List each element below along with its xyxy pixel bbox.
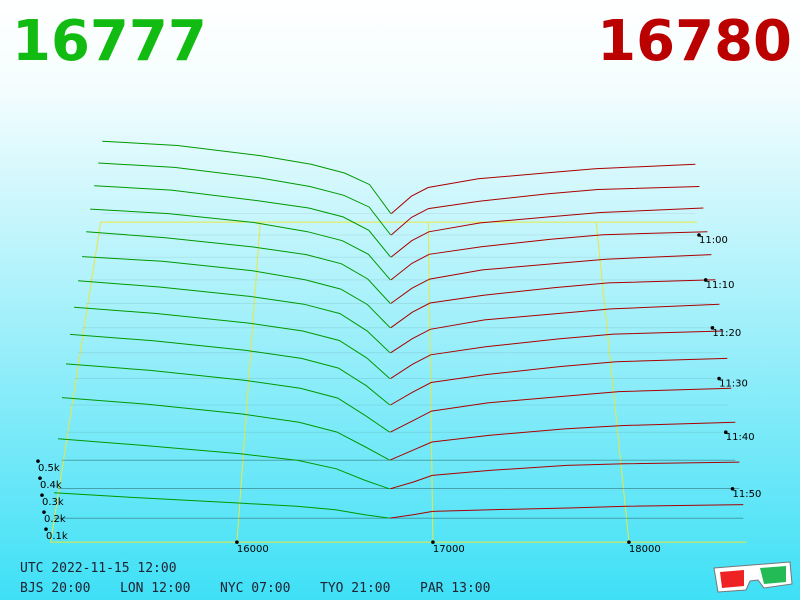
bid-depth-line: [74, 306, 391, 379]
plot: 16000 17000 18000 11:00 11:10 11:20 11:30 11:40…: [36, 140, 761, 555]
x-tick-label: 18000: [629, 544, 661, 555]
time-tick-mark: [717, 376, 721, 381]
zone-time: PAR 13:00: [420, 581, 490, 596]
bid-depth-line: [98, 162, 392, 236]
bid-depth-line: [65, 363, 390, 433]
ask-depth-line: [390, 303, 720, 354]
time-tick-label: 11:40: [726, 432, 755, 443]
bid-depth-line: [78, 280, 391, 354]
bid-depth-line: [57, 438, 390, 490]
ask-depth-line: [389, 504, 744, 519]
x-tick-mark: [627, 540, 631, 544]
bid-depth-line: [86, 231, 391, 304]
ask-depth-line: [390, 163, 696, 214]
zone-time: NYC 07:00: [220, 581, 290, 596]
time-tick-label: 11:50: [732, 489, 761, 500]
zone-time: LON 12:00: [120, 581, 190, 596]
bid-depth-line: [94, 185, 391, 258]
ask-depth-line: [389, 461, 740, 490]
3d-glasses-icon: [713, 561, 793, 593]
ask-depth-line: [390, 279, 716, 329]
best-ask: 16780: [597, 9, 792, 74]
bid-depth-line: [53, 492, 390, 519]
time-tick-label: 11:00: [699, 235, 728, 246]
bid-depth-line: [82, 256, 391, 329]
time-tick-label: 11:20: [712, 328, 741, 339]
depth-tick-mark: [42, 510, 46, 514]
time-tick-mark: [703, 278, 708, 282]
ask-depth-line: [389, 421, 736, 461]
depth-tick-label: 0.5k: [38, 463, 60, 474]
bid-depth-line: [70, 333, 391, 406]
time-tick-mark: [710, 326, 715, 330]
depth-tick-mark: [44, 527, 48, 531]
depth-tick-label: 0.4k: [40, 480, 62, 491]
zone-time: TYO 21:00: [320, 581, 390, 596]
bid-depth-line: [61, 397, 390, 461]
ask-depth-line: [390, 387, 732, 433]
x-tick-label: 17000: [433, 544, 465, 555]
ask-depth-line: [390, 231, 708, 281]
time-zones: BJS 20:00 LON 12:00 NYC 07:00 TYO 21:00 PAR …: [20, 581, 490, 596]
bid-depth-line: [90, 208, 391, 281]
depth-tick-label: 0.3k: [42, 497, 64, 508]
time-tick-label: 11:10: [706, 280, 735, 291]
x-tick-label: 16000: [237, 544, 269, 555]
ask-depth-line: [390, 186, 700, 236]
ask-depth-line: [390, 207, 704, 258]
ask-depth-line: [390, 254, 712, 304]
utc-time: UTC 2022-11-15 12:00: [20, 561, 177, 576]
ask-depth-line: [390, 330, 724, 380]
depth-tick-mark: [40, 493, 44, 497]
time-tick-mark: [697, 233, 701, 237]
depth-tick-mark: [38, 476, 42, 480]
x-tick-mark: [431, 540, 435, 544]
zone-time: BJS 20:00: [20, 581, 90, 596]
time-tick-mark: [730, 486, 735, 491]
bid-depth-line: [102, 140, 392, 214]
time-tick-label: 11:30: [719, 379, 748, 390]
depth-tick-mark: [36, 459, 40, 463]
ask-depth-line: [390, 357, 728, 406]
depth-tick-label: 0.1k: [46, 531, 68, 542]
x-tick-mark: [235, 540, 239, 544]
depth-tick-label: 0.2k: [44, 514, 66, 525]
best-bid: 16777: [12, 9, 207, 74]
time-tick-mark: [723, 430, 728, 435]
